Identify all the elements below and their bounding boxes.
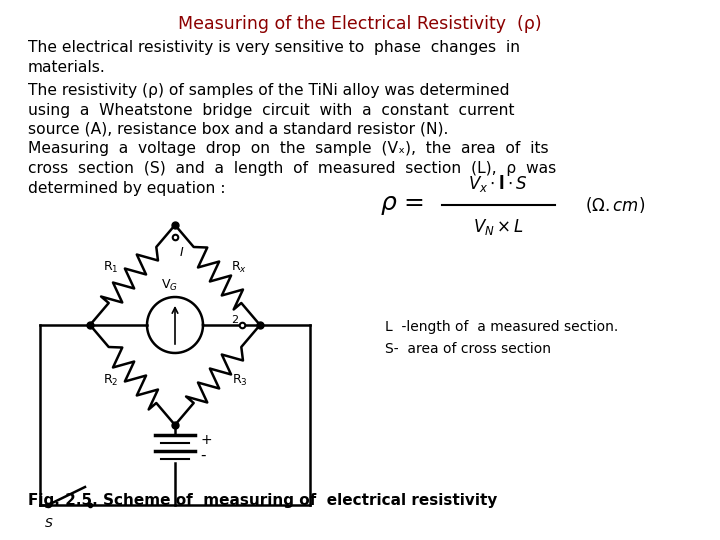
Text: 2: 2 (231, 315, 238, 325)
Text: using  a  Wheatstone  bridge  circuit  with  a  constant  current: using a Wheatstone bridge circuit with a… (28, 103, 515, 118)
Text: L  -length of  a measured section.: L -length of a measured section. (385, 320, 618, 334)
Text: Measuring of the Electrical Resistivity  (ρ): Measuring of the Electrical Resistivity … (178, 15, 542, 33)
Text: I: I (180, 246, 184, 260)
Text: source (A), resistance box and a standard resistor (N).: source (A), resistance box and a standar… (28, 122, 449, 137)
Text: The resistivity (ρ) of samples of the TiNi alloy was determined: The resistivity (ρ) of samples of the Ti… (28, 83, 510, 98)
Text: $V_x \cdot \mathbf{l} \cdot S$: $V_x \cdot \mathbf{l} \cdot S$ (469, 172, 528, 193)
Text: S-  area of cross section: S- area of cross section (385, 342, 551, 356)
Text: V$_G$: V$_G$ (161, 278, 179, 293)
Text: $V_N \times L$: $V_N \times L$ (473, 217, 524, 237)
Text: Fig. 2.5. Scheme of  measuring of  electrical resistivity: Fig. 2.5. Scheme of measuring of electri… (28, 493, 498, 508)
Text: S: S (45, 517, 53, 530)
Text: +: + (200, 433, 212, 447)
Text: $\rho$ =: $\rho$ = (380, 193, 424, 217)
Text: R$_x$: R$_x$ (231, 259, 248, 274)
Text: $(\Omega .cm)$: $(\Omega .cm)$ (585, 195, 645, 215)
Text: Measuring  a  voltage  drop  on  the  sample  (Vₓ),  the  area  of  its: Measuring a voltage drop on the sample (… (28, 141, 549, 157)
Text: R$_1$: R$_1$ (103, 259, 118, 274)
Text: cross  section  (S)  and  a  length  of  measured  section  (L),  ρ  was: cross section (S) and a length of measur… (28, 161, 557, 176)
Text: R$_2$: R$_2$ (103, 373, 118, 388)
Text: materials.: materials. (28, 59, 106, 75)
Text: -: - (200, 448, 205, 462)
Text: The electrical resistivity is very sensitive to  phase  changes  in: The electrical resistivity is very sensi… (28, 40, 520, 55)
Text: determined by equation :: determined by equation : (28, 180, 225, 195)
Text: R$_3$: R$_3$ (232, 373, 248, 388)
